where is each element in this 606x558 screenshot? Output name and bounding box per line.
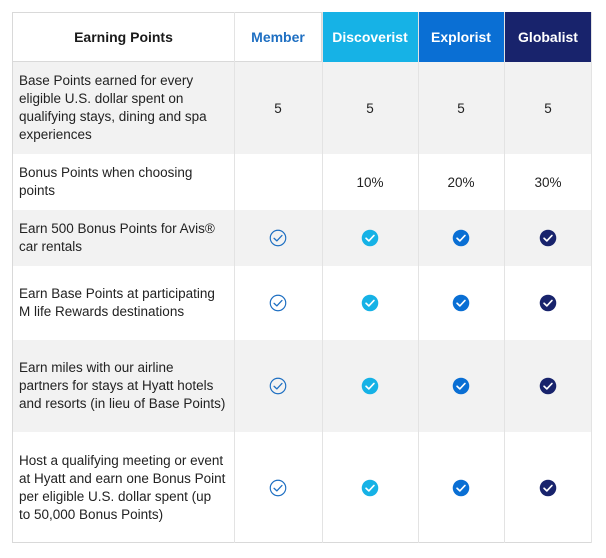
- table-row: Earn miles with our airline partners for…: [12, 340, 592, 432]
- tier-header-explorist: Explorist: [418, 12, 504, 62]
- member-check-cell: [234, 340, 322, 432]
- table-row: Earn Base Points at participating M life…: [12, 266, 592, 340]
- discoverist-value: 5: [366, 100, 374, 116]
- member-check-cell: [234, 210, 322, 266]
- discoverist-check-cell: [322, 432, 418, 543]
- member-value: 5: [274, 100, 282, 116]
- check-outline-icon: [269, 229, 287, 247]
- check-filled-icon: [361, 479, 379, 496]
- check-filled-icon: [539, 377, 557, 395]
- explorist-value: 20%: [447, 174, 475, 190]
- table-row: Host a qualifying meeting or event at Hy…: [12, 432, 592, 543]
- check-filled-icon: [452, 479, 470, 496]
- globalist-value: 30%: [534, 174, 562, 190]
- explorist-check-cell: [418, 432, 504, 543]
- explorist-check-cell: [418, 266, 504, 340]
- explorist-check-cell: [418, 210, 504, 266]
- row-label: Bonus Points when choosing points: [19, 165, 193, 198]
- column-divider: [234, 12, 235, 543]
- column-divider: [504, 12, 505, 543]
- member-check-cell: [234, 432, 322, 543]
- member-check-cell: [234, 266, 322, 340]
- discoverist-value: 10%: [356, 174, 384, 190]
- check-filled-icon: [361, 229, 379, 247]
- check-outline-icon: [269, 479, 287, 496]
- table-left-border: [12, 12, 13, 543]
- row-label: Base Points earned for every eligible U.…: [19, 73, 207, 142]
- row-label: Earn miles with our airline partners for…: [19, 360, 226, 411]
- row-label: Earn 500 Bonus Points for Avis® car rent…: [19, 221, 215, 254]
- globalist-check-cell: [504, 432, 592, 543]
- check-filled-icon: [452, 294, 470, 312]
- member-value: [234, 154, 322, 210]
- row-label: Earn Base Points at participating M life…: [19, 286, 215, 319]
- check-filled-icon: [539, 229, 557, 247]
- tier-header-globalist: Globalist: [504, 12, 592, 62]
- feature-column-header: Earning Points: [12, 12, 234, 62]
- discoverist-check-cell: [322, 266, 418, 340]
- check-outline-icon: [269, 294, 287, 312]
- discoverist-check-cell: [322, 210, 418, 266]
- column-divider: [418, 12, 419, 543]
- globalist-check-cell: [504, 210, 592, 266]
- globalist-check-cell: [504, 266, 592, 340]
- table-bottom-border: [12, 542, 592, 543]
- row-label: Host a qualifying meeting or event at Hy…: [19, 452, 226, 522]
- table-row: Base Points earned for every eligible U.…: [12, 62, 592, 154]
- column-divider: [591, 12, 592, 543]
- check-filled-icon: [361, 377, 379, 395]
- check-outline-icon: [269, 377, 287, 395]
- explorist-value: 5: [457, 100, 465, 116]
- globalist-check-cell: [504, 340, 592, 432]
- discoverist-check-cell: [322, 340, 418, 432]
- earning-points-table: Earning Points Member Discoverist Explor…: [12, 12, 592, 543]
- check-filled-icon: [452, 229, 470, 247]
- table-header-row: Earning Points Member Discoverist Explor…: [12, 12, 592, 62]
- globalist-value: 5: [544, 100, 552, 116]
- table-row: Bonus Points when choosing points 10% 20…: [12, 154, 592, 210]
- column-divider: [322, 12, 323, 543]
- explorist-check-cell: [418, 340, 504, 432]
- tier-header-discoverist: Discoverist: [322, 12, 418, 62]
- check-filled-icon: [539, 294, 557, 312]
- table-row: Earn 500 Bonus Points for Avis® car rent…: [12, 210, 592, 266]
- check-filled-icon: [452, 377, 470, 395]
- check-filled-icon: [361, 294, 379, 312]
- check-filled-icon: [539, 479, 557, 496]
- tier-header-member: Member: [234, 12, 322, 62]
